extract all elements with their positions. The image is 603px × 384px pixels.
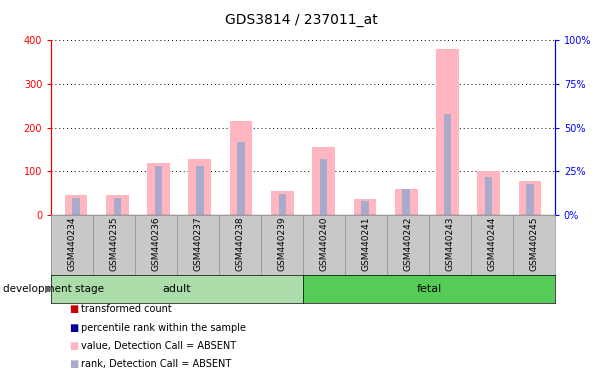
Bar [279, 194, 286, 215]
Text: adult: adult [163, 284, 191, 294]
Bar [478, 171, 500, 215]
Text: GDS3814 / 237011_at: GDS3814 / 237011_at [225, 13, 378, 27]
Bar [65, 195, 87, 215]
Text: GSM440241: GSM440241 [361, 216, 370, 271]
Bar [353, 199, 376, 215]
Bar [519, 181, 541, 215]
Text: percentile rank within the sample: percentile rank within the sample [81, 323, 247, 333]
Bar [312, 147, 335, 215]
Bar [436, 49, 459, 215]
Bar [526, 184, 534, 215]
Text: GSM440236: GSM440236 [151, 216, 160, 271]
Text: GSM440243: GSM440243 [446, 216, 455, 271]
Bar [485, 177, 493, 215]
Text: GSM440234: GSM440234 [68, 216, 77, 271]
Bar [196, 166, 204, 215]
Bar [238, 142, 245, 215]
Bar [189, 159, 211, 215]
Text: ■: ■ [69, 359, 78, 369]
Text: transformed count: transformed count [81, 304, 172, 314]
Text: ■: ■ [69, 323, 78, 333]
Text: development stage: development stage [3, 284, 104, 294]
Bar [72, 197, 80, 215]
Text: ■: ■ [69, 341, 78, 351]
Text: GSM440239: GSM440239 [277, 216, 286, 271]
Text: GSM440242: GSM440242 [403, 216, 412, 271]
Bar [113, 197, 121, 215]
Text: GSM440245: GSM440245 [529, 216, 538, 271]
Text: GSM440238: GSM440238 [236, 216, 245, 271]
Text: GSM440235: GSM440235 [110, 216, 119, 271]
Text: fetal: fetal [416, 284, 441, 294]
Bar [230, 121, 253, 215]
Bar [395, 189, 417, 215]
Bar [320, 159, 327, 215]
Bar [361, 201, 368, 215]
Bar [106, 195, 128, 215]
Text: rank, Detection Call = ABSENT: rank, Detection Call = ABSENT [81, 359, 232, 369]
Bar [155, 166, 162, 215]
Bar [444, 114, 451, 215]
Bar [402, 189, 410, 215]
Text: GSM440240: GSM440240 [320, 216, 329, 271]
Text: ▶: ▶ [45, 284, 52, 294]
Text: GSM440237: GSM440237 [194, 216, 203, 271]
Text: value, Detection Call = ABSENT: value, Detection Call = ABSENT [81, 341, 236, 351]
Text: GSM440244: GSM440244 [487, 216, 496, 271]
Bar [271, 191, 294, 215]
Bar [147, 164, 170, 215]
Text: ■: ■ [69, 304, 78, 314]
